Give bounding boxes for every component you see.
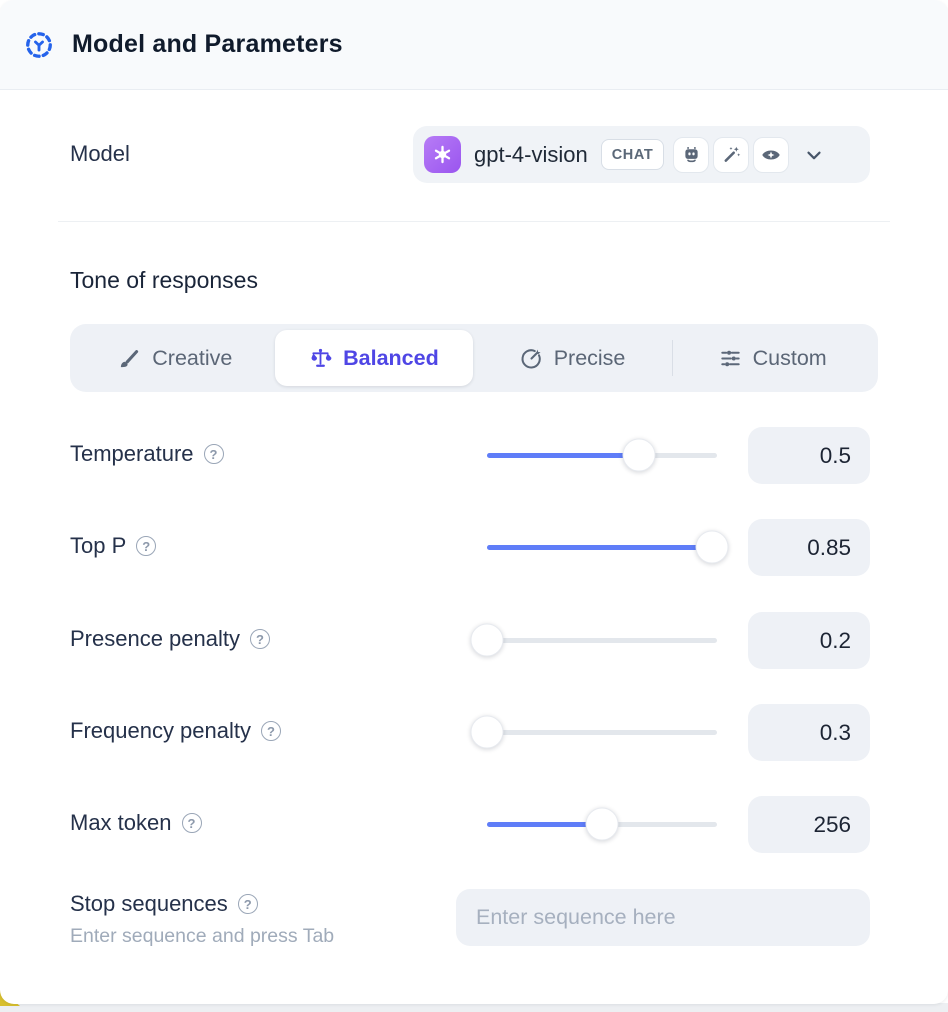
question-circle-icon[interactable]: ? (261, 721, 281, 741)
openai-logo (424, 136, 461, 173)
param-row-top-p: Top P? 0.85 (0, 519, 948, 576)
question-circle-icon[interactable]: ? (203, 444, 224, 464)
param-label: Temperature (70, 441, 194, 466)
tone-heading: Tone of responses (70, 267, 258, 293)
segment-divider (671, 340, 674, 376)
frequency-penalty-value[interactable]: 0.3 (748, 704, 870, 761)
stop-sequences-label: Stop sequences (70, 891, 228, 916)
param-label: Presence penalty (70, 626, 240, 651)
question-circle-icon[interactable]: ? (237, 894, 258, 914)
slider-thumb[interactable] (622, 438, 656, 472)
sliders-icon (719, 347, 742, 370)
param-label: Top P (70, 533, 127, 558)
tone-option-precise[interactable]: Precise (473, 330, 672, 386)
frequency-penalty-slider[interactable] (470, 704, 717, 761)
param-row-frequency-penalty: Frequency penalty? 0.3 (0, 704, 948, 761)
tone-option-custom[interactable]: Custom (673, 330, 872, 386)
section-divider (58, 221, 890, 222)
model-label: Model (70, 141, 130, 166)
chevron-down-icon (803, 144, 825, 166)
page-title: Model and Parameters (72, 30, 343, 58)
tone-segmented-control: Creative Balanced (70, 324, 878, 392)
tone-option-label: Creative (152, 345, 233, 370)
stop-sequences-hint: Enter sequence and press Tab (70, 925, 335, 947)
slider-thumb[interactable] (695, 530, 729, 564)
model-hub-icon (24, 30, 54, 60)
presence-penalty-value[interactable]: 0.2 (748, 612, 870, 669)
model-select-dropdown[interactable]: gpt-4-vision CHAT (413, 126, 870, 183)
param-label: Frequency penalty (70, 718, 251, 743)
model-type-badge: CHAT (600, 139, 665, 170)
presence-penalty-slider[interactable] (470, 612, 717, 669)
slider-thumb[interactable] (585, 807, 619, 841)
magic-wand-icon (713, 136, 750, 173)
top-p-value[interactable]: 0.85 (748, 519, 870, 576)
selected-model-name: gpt-4-vision (474, 141, 588, 167)
question-circle-icon[interactable]: ? (136, 536, 157, 556)
top-p-slider[interactable] (487, 519, 729, 576)
question-circle-icon[interactable]: ? (250, 629, 270, 649)
target-icon (520, 347, 543, 370)
scales-icon (309, 347, 332, 370)
temperature-value[interactable]: 0.5 (748, 427, 870, 484)
param-row-temperature: Temperature? 0.5 (0, 427, 948, 484)
robot-icon (673, 136, 710, 173)
stop-sequence-input[interactable] (456, 889, 870, 946)
param-row-presence-penalty: Presence penalty? 0.2 (0, 612, 948, 669)
temperature-slider[interactable] (487, 427, 717, 484)
tone-option-label: Custom (752, 345, 827, 370)
page-background-strip (0, 1003, 948, 1012)
param-label: Max token (70, 810, 172, 835)
vision-eye-icon (753, 136, 790, 173)
question-circle-icon[interactable]: ? (181, 813, 202, 833)
tone-option-creative[interactable]: Creative (76, 330, 275, 386)
panel-header: Model and Parameters (0, 0, 948, 90)
slider-thumb[interactable] (470, 715, 504, 749)
max-token-slider[interactable] (487, 796, 717, 853)
tone-option-label: Precise (553, 345, 626, 370)
brush-icon (118, 347, 141, 370)
max-token-value[interactable]: 256 (748, 796, 870, 853)
slider-thumb[interactable] (470, 623, 504, 657)
tone-option-label: Balanced (343, 345, 439, 370)
tone-option-balanced[interactable]: Balanced (274, 330, 474, 386)
param-row-max-token: Max token? 256 (0, 796, 948, 853)
